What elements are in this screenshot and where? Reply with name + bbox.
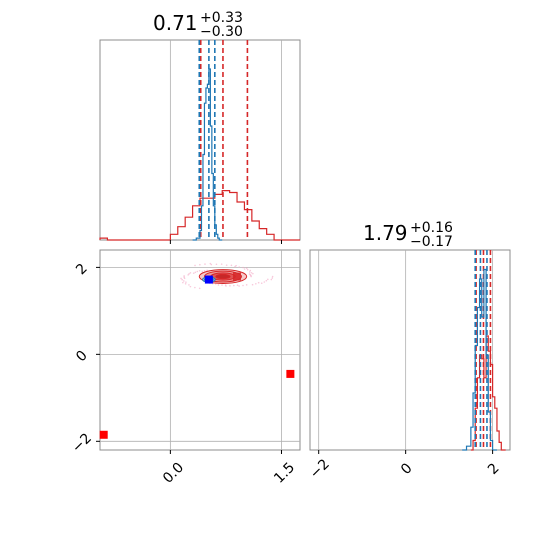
scatter-sample-11 (235, 264, 237, 267)
scatter-sample-45 (238, 266, 240, 268)
outlier-point-0 (99, 430, 108, 439)
hist1-xtick-label-2: 2 (485, 460, 503, 478)
hist-panel-param-0: 0.71 +0.33 −0.30 (99, 7, 301, 244)
scatter-sample-58 (243, 268, 246, 270)
scatter-sample-69 (194, 264, 196, 267)
scatter-sample-25 (181, 278, 183, 281)
scatter-sample-55 (271, 275, 274, 278)
scatter-sample-16 (249, 269, 252, 272)
scatter-sample-46 (182, 280, 185, 282)
param-1-lower-err: −0.17 (410, 234, 453, 250)
scatter-sample-39 (255, 282, 257, 285)
param-1-median: 1.79 (363, 221, 408, 245)
scatter-sample-51 (187, 274, 189, 276)
hist-panel-param-1: −2 0 2 1.79 +0.16 −0.17 (307, 217, 511, 482)
param-0-upper-err: +0.33 (200, 10, 243, 26)
scatter-sample-68 (267, 278, 269, 281)
scatter-sample-9 (189, 272, 192, 274)
scatter-sample-47 (265, 279, 268, 282)
scatter-sample-65 (236, 284, 239, 286)
scatter-sample-8 (252, 272, 254, 275)
scatter-sample-19 (220, 263, 223, 265)
scatter-sample-12 (182, 281, 184, 284)
scatter-sample-48 (199, 263, 201, 266)
scatter-sample-50 (248, 271, 251, 273)
contour-ytick-label-1: 0 (73, 348, 91, 366)
scatter-sample-44 (233, 284, 235, 287)
red-contour-3 (215, 273, 231, 280)
hist1-xtick-label-0: −2 (307, 456, 333, 482)
scatter-sample-40 (215, 263, 218, 266)
scatter-sample-22 (196, 270, 199, 273)
scatter-sample-5 (260, 282, 263, 285)
hist-panel-param-1-title: 1.79 +0.16 −0.17 (363, 217, 458, 250)
scatter-sample-3 (245, 267, 248, 270)
contour-ytick-label-0: −2 (69, 430, 95, 456)
outlier-point-1 (286, 369, 295, 378)
scatter-sample-20 (189, 285, 192, 288)
scatter-sample-59 (183, 277, 186, 280)
scatter-sample-14 (206, 269, 208, 272)
contour-ytick-label-2: 2 (73, 261, 91, 279)
param-1-upper-err: +0.16 (410, 220, 453, 236)
scatter-sample-4 (180, 277, 182, 280)
scatter-sample-66 (234, 265, 236, 268)
scatter-sample-62 (198, 287, 201, 290)
scatter-sample-1 (198, 269, 201, 272)
scatter-sample-57 (224, 284, 227, 286)
scatter-sample-31 (242, 284, 244, 287)
hist1-xtick-label-1: 0 (398, 460, 416, 478)
scatter-sample-23 (229, 285, 231, 287)
scatter-sample-41 (194, 286, 196, 289)
scatter-sample-13 (270, 278, 273, 281)
scatter-sample-67 (185, 281, 187, 283)
param-0-median: 0.71 (153, 11, 198, 35)
scatter-sample-52 (245, 284, 248, 286)
param-0-lower-err: −0.30 (200, 24, 243, 40)
scatter-sample-60 (257, 281, 260, 284)
scatter-sample-32 (230, 264, 233, 267)
contour-xtick-label-1: 1.5 (271, 460, 298, 487)
scatter-sample-36 (221, 284, 223, 286)
scatter-sample-63 (248, 273, 251, 275)
scatter-sample-24 (242, 266, 244, 269)
hist1-series-0 (470, 335, 506, 451)
hist-panel-param-0-title: 0.71 +0.33 −0.30 (153, 7, 248, 40)
scatter-sample-17 (183, 275, 185, 277)
scatter-sample-43 (194, 271, 197, 274)
scatter-sample-29 (250, 271, 253, 274)
scatter-sample-61 (210, 263, 213, 266)
truth-marker (204, 275, 213, 284)
scatter-sample-34 (271, 277, 274, 279)
scatter-sample-18 (251, 283, 254, 286)
red-center-marker (232, 272, 241, 281)
scatter-sample-56 (201, 270, 204, 273)
scatter-sample-33 (184, 282, 187, 285)
scatter-sample-53 (225, 264, 228, 266)
scatter-sample-27 (204, 263, 206, 265)
scatter-sample-54 (188, 284, 190, 286)
scatter-sample-64 (192, 272, 195, 274)
contour-xtick-label-0: 0.0 (160, 460, 187, 487)
scatter-sample-15 (217, 284, 220, 286)
scatter-sample-30 (188, 273, 190, 275)
contour-panel: 0.0 1.5 −2 0 2 (69, 249, 301, 487)
scatter-sample-37 (246, 268, 249, 271)
scatter-sample-26 (263, 281, 266, 283)
scatter-sample-35 (203, 269, 206, 272)
contour-panel-frame (99, 249, 301, 451)
scatter-sample-10 (238, 285, 240, 287)
